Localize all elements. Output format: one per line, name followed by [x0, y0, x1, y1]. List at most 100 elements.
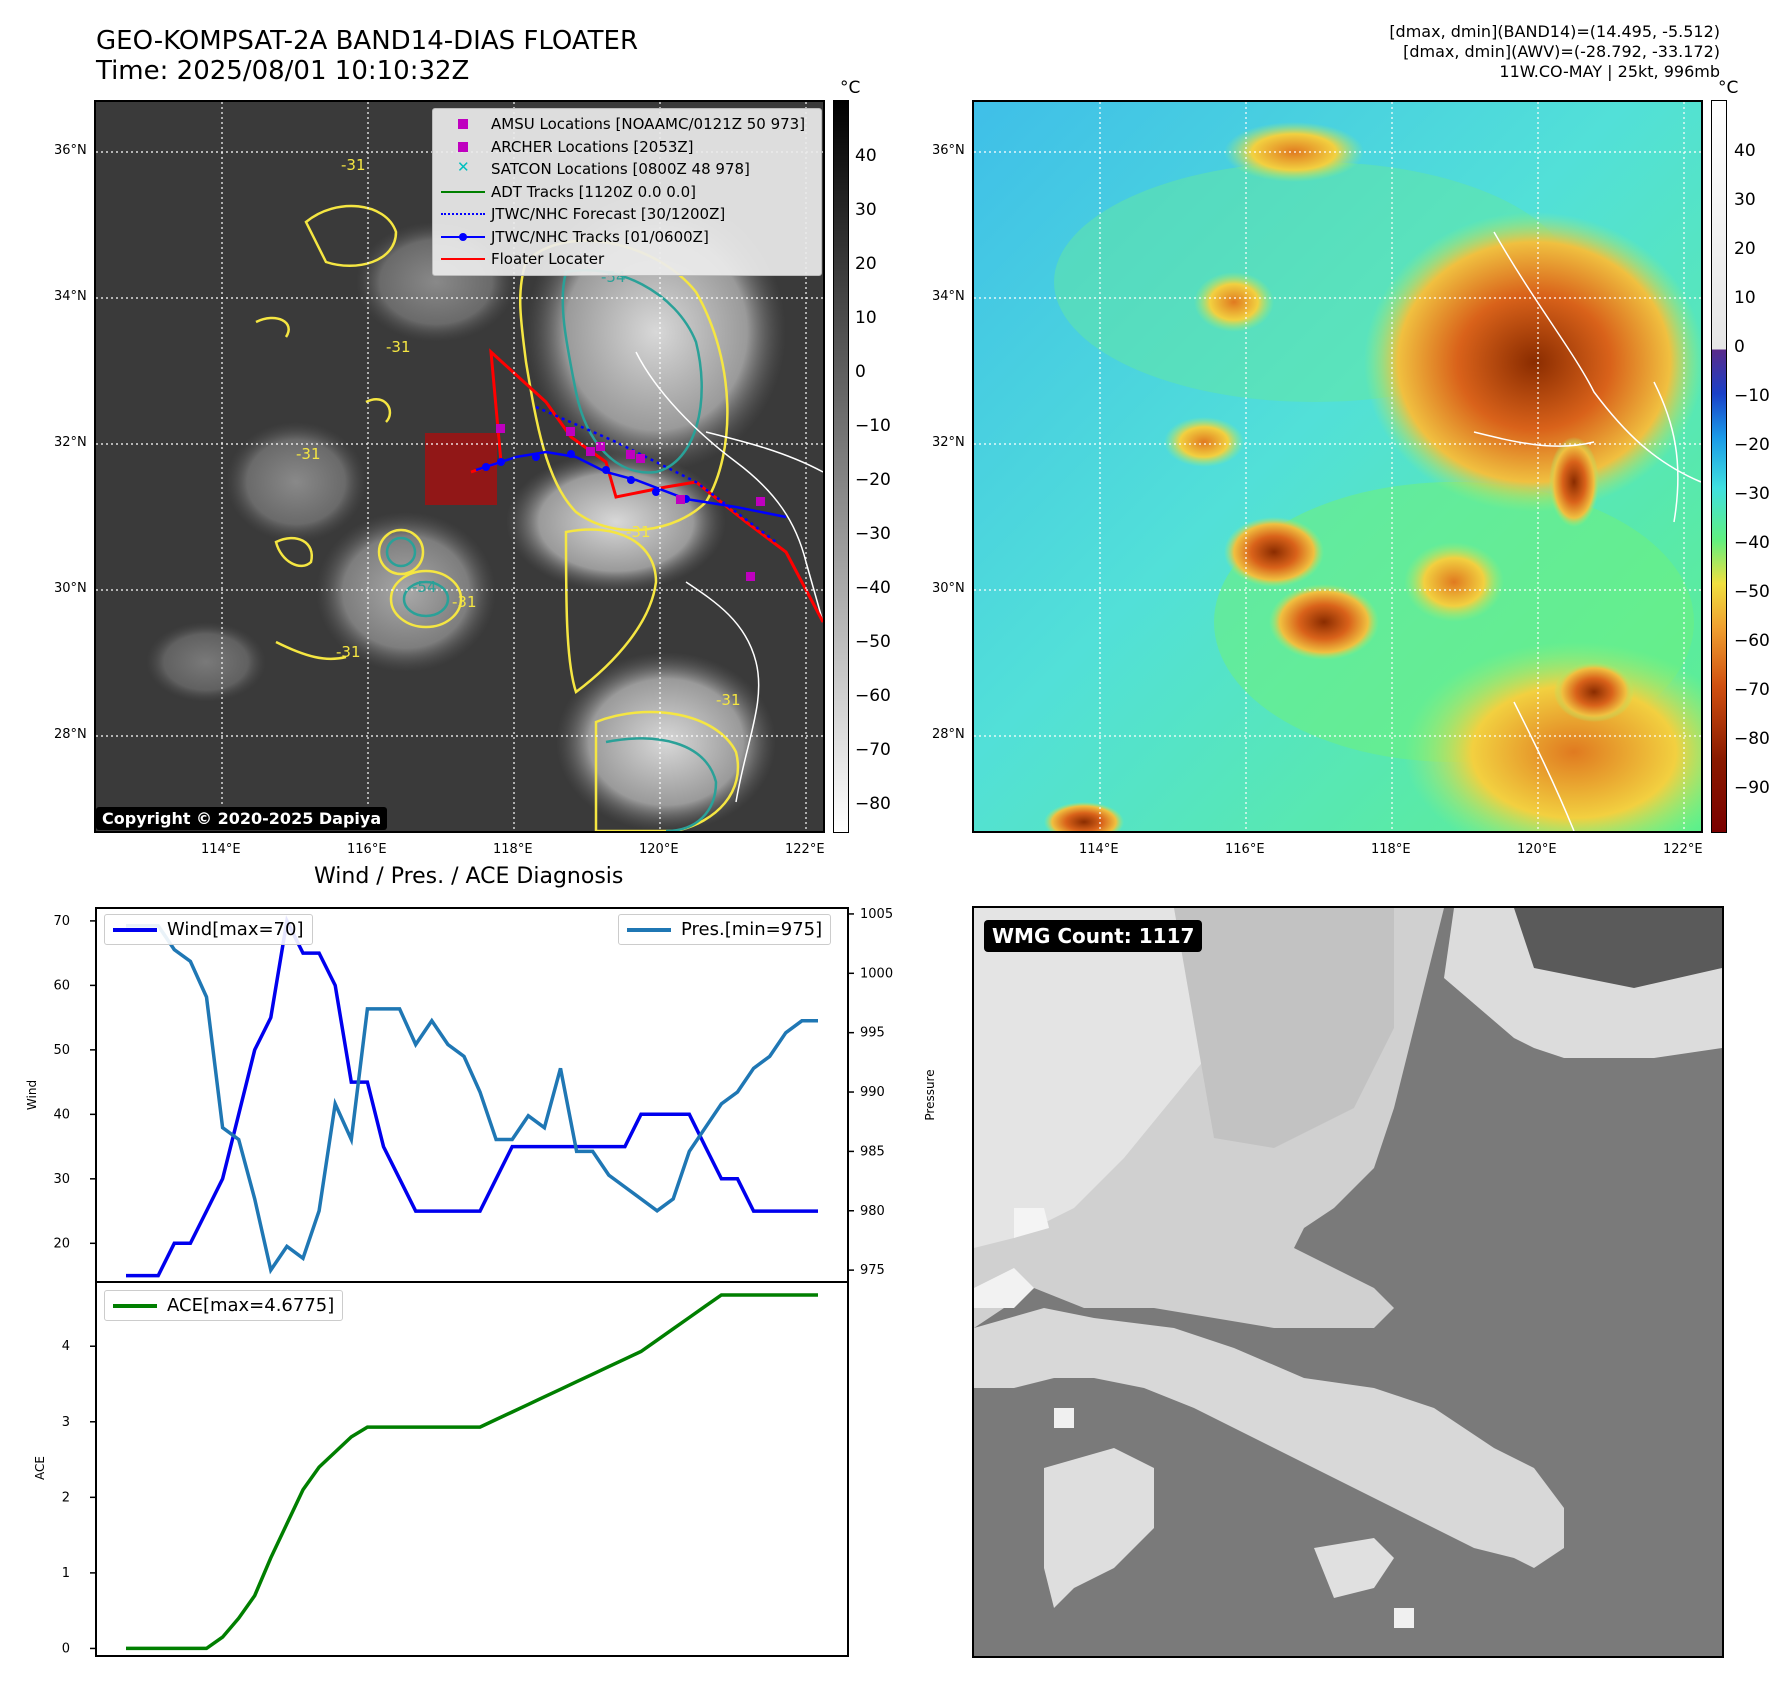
wind-legend-swatch: [113, 927, 157, 932]
lat-tick: 32°N: [54, 435, 87, 450]
colorbar-tick: −70: [855, 740, 891, 760]
colorbar-tick: −60: [1734, 631, 1770, 651]
ace-axes: [95, 1281, 849, 1657]
lon-tick: 122°E: [785, 842, 825, 857]
colorbar-tick: 0: [1734, 337, 1745, 357]
lon-tick: 114°E: [1079, 842, 1119, 857]
stats-storm: 11W.CO-MAY | 25kt, 996mb: [1499, 62, 1720, 81]
y-tick-label: 50: [53, 1043, 70, 1058]
awv-colorbar-unit: °C: [1718, 78, 1739, 98]
line-icon: [441, 185, 485, 199]
colorbar-tick: −50: [1734, 582, 1770, 602]
legend-adt: ADT Tracks [1120Z 0.0 0.0]: [441, 181, 813, 204]
colorbar-tick: −80: [1734, 729, 1770, 749]
legend-floater: Floater Locater: [441, 248, 813, 271]
y-tick-label: 20: [53, 1236, 70, 1251]
colorbar-tick: 40: [855, 146, 877, 166]
colorbar-tick: −70: [1734, 680, 1770, 700]
legend-amsu: AMSU Locations [NOAAMC/0121Z 50 973]: [441, 113, 813, 136]
colorbar-tick: −50: [855, 632, 891, 652]
cloud-mass-center: [506, 452, 726, 592]
colorbar-tick: 10: [1734, 288, 1756, 308]
pressure-series-line: [126, 924, 818, 1275]
wmg-image: [974, 908, 1722, 1656]
colorbar-tick: −20: [855, 470, 891, 490]
contour-label: -31: [386, 338, 411, 356]
y-tick-label: 990: [860, 1085, 885, 1100]
square-marker-icon: [441, 140, 485, 154]
y-tick-label: 60: [53, 978, 70, 993]
y-tick-label: 1: [62, 1566, 70, 1581]
colorbar-tick: −30: [1734, 484, 1770, 504]
y-tick-label: 4: [62, 1339, 70, 1354]
ace-legend-swatch: [113, 1303, 157, 1308]
wind-legend: Wind[max=70]: [104, 914, 313, 945]
contour-label: -31: [452, 593, 477, 611]
lat-tick: 28°N: [54, 727, 87, 742]
colorbar-tick: 10: [855, 308, 877, 328]
wind-axis-label: Wind: [25, 1080, 39, 1110]
lon-tick: 118°E: [1371, 842, 1411, 857]
colorbar-tick: −40: [1734, 533, 1770, 553]
wmg-count-badge: WMG Count: 1117: [984, 920, 1203, 952]
line-icon: [441, 252, 485, 266]
lon-tick: 116°E: [1225, 842, 1265, 857]
colorbar-tick: 20: [855, 254, 877, 274]
awv-colorbar: [1711, 100, 1727, 833]
pressure-y-ticks: 975 980 985 990 995 1000 1005: [848, 907, 893, 1278]
colorbar-tick: −80: [855, 794, 891, 814]
ir-legend: AMSU Locations [NOAAMC/0121Z 50 973] ARC…: [432, 108, 822, 276]
lat-tick: 34°N: [54, 289, 87, 304]
y-tick-label: 980: [860, 1204, 885, 1219]
lon-tick: 120°E: [639, 842, 679, 857]
y-tick-label: 3: [62, 1415, 70, 1430]
y-tick-label: 2: [62, 1490, 70, 1505]
pressure-axis-label: Pressure: [923, 1069, 937, 1120]
ir-colorbar: [833, 100, 849, 833]
forecast-track: [535, 405, 777, 543]
moisture-core-north: [1364, 212, 1701, 512]
figure-title: GEO-KOMPSAT-2A BAND14-DIAS FLOATER: [96, 26, 639, 56]
stats-block: [dmax, dmin](BAND14)=(14.495, -5.512) [d…: [1389, 22, 1720, 82]
legend-archer: ARCHER Locations [2053Z]: [441, 136, 813, 159]
diagnosis-chart: 20 30 40 50 60 70 975 980 985 990 995 1000 1005 0 1 2…: [25, 907, 937, 1657]
lat-tick: 30°N: [54, 581, 87, 596]
floater-track: [470, 348, 823, 623]
colorbar-tick: −20: [1734, 435, 1770, 455]
contour-label: -31: [716, 691, 741, 709]
wind-legend-label: Wind[max=70]: [167, 919, 304, 940]
y-tick-label: 985: [860, 1144, 885, 1159]
wind-series-line: [126, 915, 818, 1278]
wind-y-ticks: 20 30 40 50 60 70: [53, 914, 96, 1251]
legend-satcon: ✕ SATCON Locations [0800Z 48 978]: [441, 158, 813, 181]
colorbar-tick: −90: [1734, 778, 1770, 798]
lon-tick: 118°E: [493, 842, 533, 857]
colorbar-tick: 40: [1734, 141, 1756, 161]
pressure-legend-swatch: [627, 927, 671, 932]
ace-axis-label: ACE: [33, 1456, 47, 1480]
ace-legend-label: ACE[max=4.6775]: [167, 1295, 335, 1316]
ace-legend: ACE[max=4.6775]: [104, 1290, 344, 1321]
y-tick-label: 1005: [860, 907, 893, 922]
stats-awv: [dmax, dmin](AWV)=(-28.792, -33.172): [1403, 42, 1720, 61]
lon-tick: 116°E: [347, 842, 387, 857]
y-tick-label: 30: [53, 1172, 70, 1187]
wmg-panel: [972, 906, 1724, 1658]
lat-tick: 34°N: [932, 289, 965, 304]
colorbar-tick: −40: [855, 578, 891, 598]
ir-colorbar-unit: °C: [840, 78, 861, 98]
contour-label: -31: [626, 523, 651, 541]
dotted-line-icon: [441, 207, 485, 221]
awv-panel: [972, 100, 1703, 833]
pressure-legend: Pres.[min=975]: [618, 914, 832, 945]
colorbar-tick: −30: [855, 524, 891, 544]
ace-series-line: [126, 1293, 818, 1651]
lon-tick: 122°E: [1663, 842, 1703, 857]
colorbar-tick: −10: [1734, 386, 1770, 406]
lat-tick: 36°N: [54, 143, 87, 158]
lat-tick: 36°N: [932, 143, 965, 158]
legend-forecast: JTWC/NHC Forecast [30/1200Z]: [441, 203, 813, 226]
figure-timestamp: Time: 2025/08/01 10:10:32Z: [96, 56, 470, 86]
awv-image: [974, 102, 1701, 831]
colorbar-tick: −60: [855, 686, 891, 706]
